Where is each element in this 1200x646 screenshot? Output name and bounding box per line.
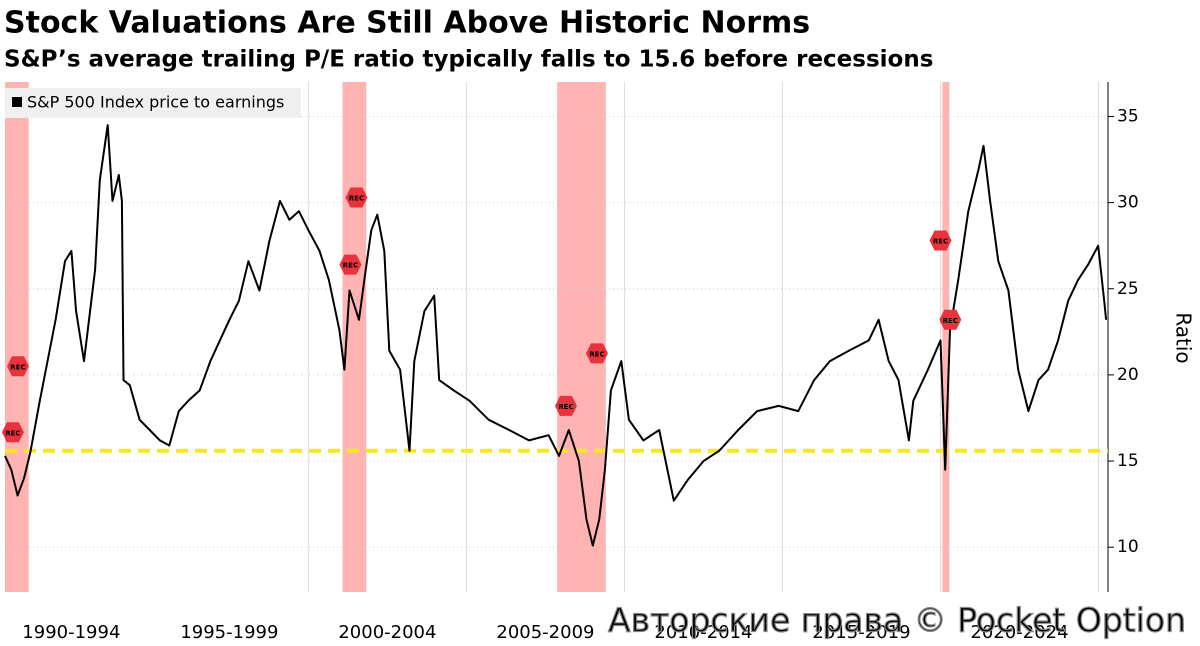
rec-marker bbox=[554, 395, 577, 416]
rec-label: REC bbox=[10, 363, 25, 371]
watermark: Авторские права © Pocket Option bbox=[608, 601, 1186, 640]
recession-band bbox=[5, 82, 29, 592]
data-line bbox=[4, 124, 1108, 547]
rec-label: REC bbox=[589, 350, 604, 358]
rec-label: REC bbox=[343, 262, 358, 270]
recession-band bbox=[942, 82, 950, 592]
chart-title: Stock Valuations Are Still Above Histori… bbox=[4, 6, 810, 41]
rec-marker bbox=[585, 343, 608, 364]
rec-label: REC bbox=[933, 238, 948, 246]
rec-label: REC bbox=[943, 317, 958, 325]
x-tick-label: 2015-2019 bbox=[812, 622, 910, 643]
y-axis-label: Ratio bbox=[1172, 312, 1196, 363]
y-tick-label: 35 bbox=[1117, 106, 1139, 126]
recession-band bbox=[342, 82, 367, 592]
y-tick-label: 20 bbox=[1117, 365, 1139, 385]
y-tick-label: 25 bbox=[1117, 279, 1139, 299]
rec-marker bbox=[339, 254, 362, 275]
x-tick-label: 2000-2004 bbox=[338, 622, 436, 643]
rec-marker bbox=[345, 187, 368, 208]
rec-label: REC bbox=[349, 194, 364, 202]
rec-marker bbox=[6, 356, 29, 377]
recession-band bbox=[557, 82, 606, 592]
rec-marker bbox=[1, 422, 24, 443]
x-tick-label: 2020-2024 bbox=[970, 622, 1068, 643]
x-tick-label: 2010-2014 bbox=[654, 622, 752, 643]
x-tick-label: 1995-1999 bbox=[180, 622, 278, 643]
y-tick-label: 10 bbox=[1117, 537, 1139, 557]
legend-label: S&P 500 Index price to earnings bbox=[27, 93, 284, 112]
rec-label: REC bbox=[5, 429, 20, 437]
x-tick-label: 2005-2009 bbox=[496, 622, 594, 643]
x-tick-label: 1990-1994 bbox=[22, 622, 120, 643]
y-tick-label: 30 bbox=[1117, 193, 1139, 213]
rec-label: REC bbox=[558, 403, 573, 411]
y-tick-label: 15 bbox=[1117, 451, 1139, 471]
rec-marker bbox=[929, 230, 952, 251]
legend-box bbox=[5, 88, 301, 118]
chart-subtitle: S&P’s average trailing P/E ratio typical… bbox=[4, 47, 933, 73]
legend-swatch bbox=[12, 97, 22, 107]
rec-marker bbox=[939, 309, 962, 330]
